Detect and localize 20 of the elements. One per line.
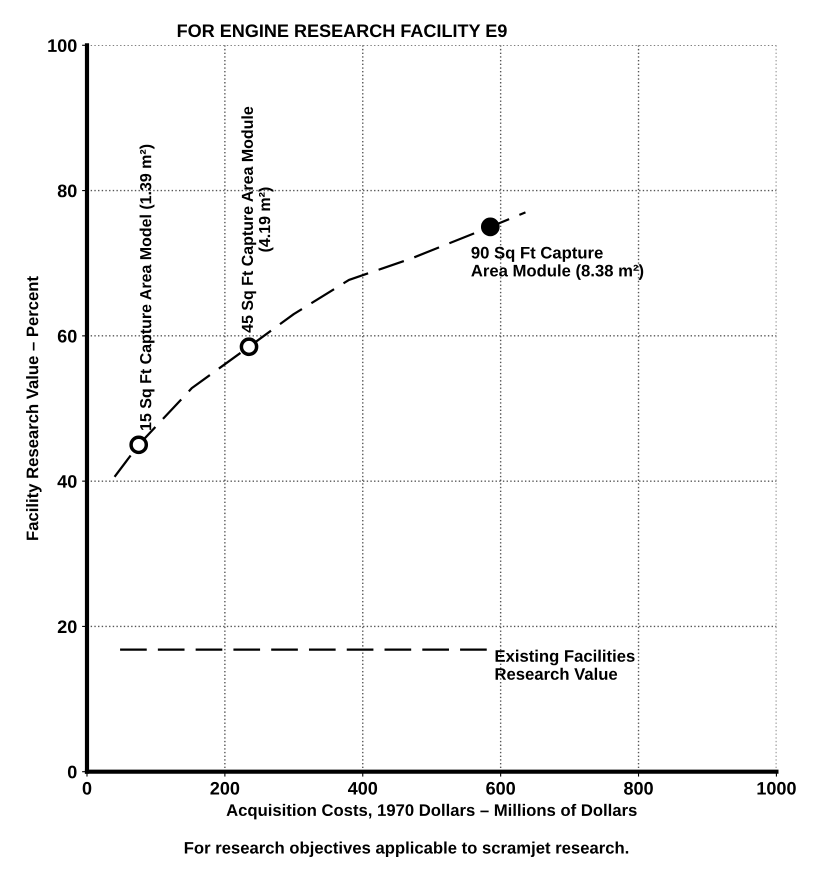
- x-tick-label: 200: [210, 782, 240, 795]
- y-tick-label: 100: [48, 39, 77, 52]
- x-tick-label: 400: [348, 782, 378, 795]
- annotation: 15 Sq Ft Capture Area Model (1.39 m²): [140, 144, 154, 430]
- series-label: Existing Facilities Research Value: [496, 650, 635, 680]
- x-tick-label: 600: [486, 782, 515, 795]
- chart-title: FOR ENGINE RESEARCH FACILITY E9: [178, 24, 507, 38]
- y-tick-label: 20: [58, 620, 77, 634]
- x-tick-label: 0: [82, 782, 92, 795]
- y-tick-label: 0: [68, 766, 77, 778]
- text: For research objectives applicable to scramjet research.: [184, 841, 628, 857]
- y-axis-title: Facility Research Value – Percent: [26, 276, 42, 540]
- x-axis-title: Acquisition Costs, 1970 Dollars – Millions of Dollars: [226, 804, 637, 820]
- x-tick-label: 1000: [757, 782, 796, 795]
- y-tick-label: 80: [58, 184, 77, 198]
- y-tick-label: 60: [58, 330, 77, 343]
- y-tick-label: 40: [57, 475, 77, 488]
- annotation: 45 Sq Ft Capture Area Module (4.19 m²): [241, 106, 274, 333]
- x-tick-label: 800: [624, 782, 653, 795]
- annotation: 90 Sq Ft Capture Area Module (8.38 m²): [471, 246, 644, 280]
